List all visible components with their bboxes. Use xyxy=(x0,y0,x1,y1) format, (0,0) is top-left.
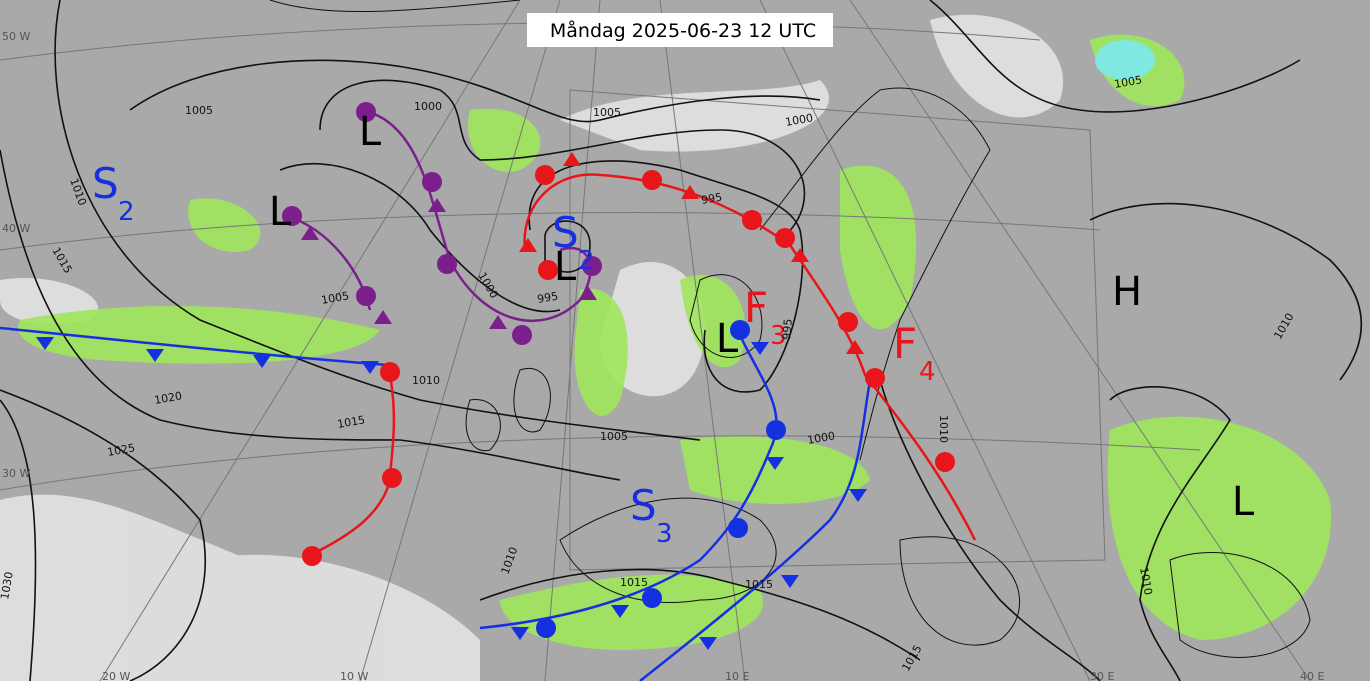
pressure-system: L xyxy=(716,316,739,362)
graticule-label: 20 W xyxy=(102,670,130,681)
isobar-label: 1010 xyxy=(937,415,950,443)
map-title: Måndag 2025-06-23 12 UTC xyxy=(550,19,816,42)
isobar-label: 1015 xyxy=(745,578,773,591)
front-bulge xyxy=(935,452,955,472)
isobar-label: 1020 xyxy=(153,389,183,407)
front-bulge xyxy=(728,518,748,538)
front-barb xyxy=(489,315,507,329)
front-symbols xyxy=(36,102,955,650)
heavy-precip xyxy=(1095,40,1155,80)
front-barb xyxy=(766,457,784,470)
graticule-label: 50 W xyxy=(2,30,30,43)
front-bulge xyxy=(642,170,662,190)
front-bulge xyxy=(865,368,885,388)
front-bulge xyxy=(536,618,556,638)
front-number: 3 xyxy=(656,519,673,549)
front-barb xyxy=(699,637,717,650)
isobar-label: 1000 xyxy=(414,100,442,113)
pressure-system: L xyxy=(359,109,382,155)
graticule-label: 40 W xyxy=(2,222,30,235)
pressure-system: H xyxy=(1112,269,1142,315)
front-barb xyxy=(751,342,769,355)
isobar-label: 995 xyxy=(780,318,795,340)
front-number: 2 xyxy=(578,246,595,276)
isobar-label: 1005 xyxy=(600,430,628,443)
isobar-label: 1010 xyxy=(412,374,440,387)
front-barb xyxy=(301,226,319,240)
front-number: 3 xyxy=(770,321,787,351)
front-barb xyxy=(791,248,809,262)
pressure-system: L xyxy=(1232,479,1255,525)
graticule-label: 10 E xyxy=(725,670,749,681)
isobar-label: 1030 xyxy=(0,571,16,601)
front-letter: S xyxy=(92,159,119,208)
front-barb xyxy=(253,355,271,368)
front-bulge xyxy=(382,468,402,488)
isobar-label: 1015 xyxy=(620,576,648,589)
front-barb xyxy=(511,627,529,640)
precipitation-field xyxy=(18,34,1332,650)
front-number: 2 xyxy=(118,197,135,227)
front-barb xyxy=(146,349,164,362)
front-barb xyxy=(579,286,597,300)
isobar-label: 995 xyxy=(700,191,723,207)
graticule-label: 10 W xyxy=(340,670,368,681)
front-bulge xyxy=(742,210,762,230)
isobar-label: 1005 xyxy=(185,104,213,117)
front-barb xyxy=(361,361,379,374)
isobar-label: 1000 xyxy=(784,111,814,129)
front-barb xyxy=(681,185,699,199)
title-box xyxy=(527,13,833,47)
front-bulge xyxy=(302,546,322,566)
isobar-label: 1015 xyxy=(336,413,366,431)
graticule-label: 40 E xyxy=(1300,670,1324,681)
front-bulge xyxy=(356,102,376,122)
isobar-label: 1000 xyxy=(806,429,836,447)
front-bulge xyxy=(512,325,532,345)
graticule xyxy=(0,0,1311,681)
front-bulge xyxy=(582,256,602,276)
isobar-label: 1005 xyxy=(593,106,621,119)
front-bulge xyxy=(380,362,400,382)
front-barb xyxy=(849,489,867,502)
front-bulge xyxy=(730,320,750,340)
isobar-label: 1025 xyxy=(106,441,136,459)
front-letter: F xyxy=(744,283,768,332)
isobar-label: 1005 xyxy=(320,289,350,307)
front-barb xyxy=(563,152,581,166)
front-barb xyxy=(36,337,54,350)
front-bulge xyxy=(642,588,662,608)
isobar-label: 995 xyxy=(536,290,559,306)
graticule-label: 30 W xyxy=(2,467,30,480)
front-bulge xyxy=(437,254,457,274)
front-barb xyxy=(611,605,629,618)
front-barb xyxy=(781,575,799,588)
coastline xyxy=(269,0,1311,658)
pressure-system: L xyxy=(269,189,292,235)
front-barb xyxy=(846,340,864,354)
front-letter: S xyxy=(552,208,579,257)
front-bulge xyxy=(766,420,786,440)
front-bulge xyxy=(775,228,795,248)
pressure-system: L xyxy=(554,244,577,290)
front-letter: F xyxy=(893,319,917,368)
cloud-field xyxy=(0,14,1064,681)
front-barb xyxy=(374,310,392,324)
isobar-label: 1005 xyxy=(1113,73,1143,91)
front-bulge xyxy=(356,286,376,306)
isobar-label: 1010 xyxy=(1137,566,1155,596)
front-bulge xyxy=(535,165,555,185)
front-letter: S xyxy=(630,481,657,530)
front-bulge xyxy=(282,206,302,226)
front-bulge xyxy=(538,260,558,280)
graticule-label: 30 E xyxy=(1090,670,1114,681)
front-number: 4 xyxy=(919,357,936,387)
front-barb xyxy=(519,238,537,252)
front-bulge xyxy=(838,312,858,332)
front-barb xyxy=(428,198,446,212)
front-bulge xyxy=(422,172,442,192)
